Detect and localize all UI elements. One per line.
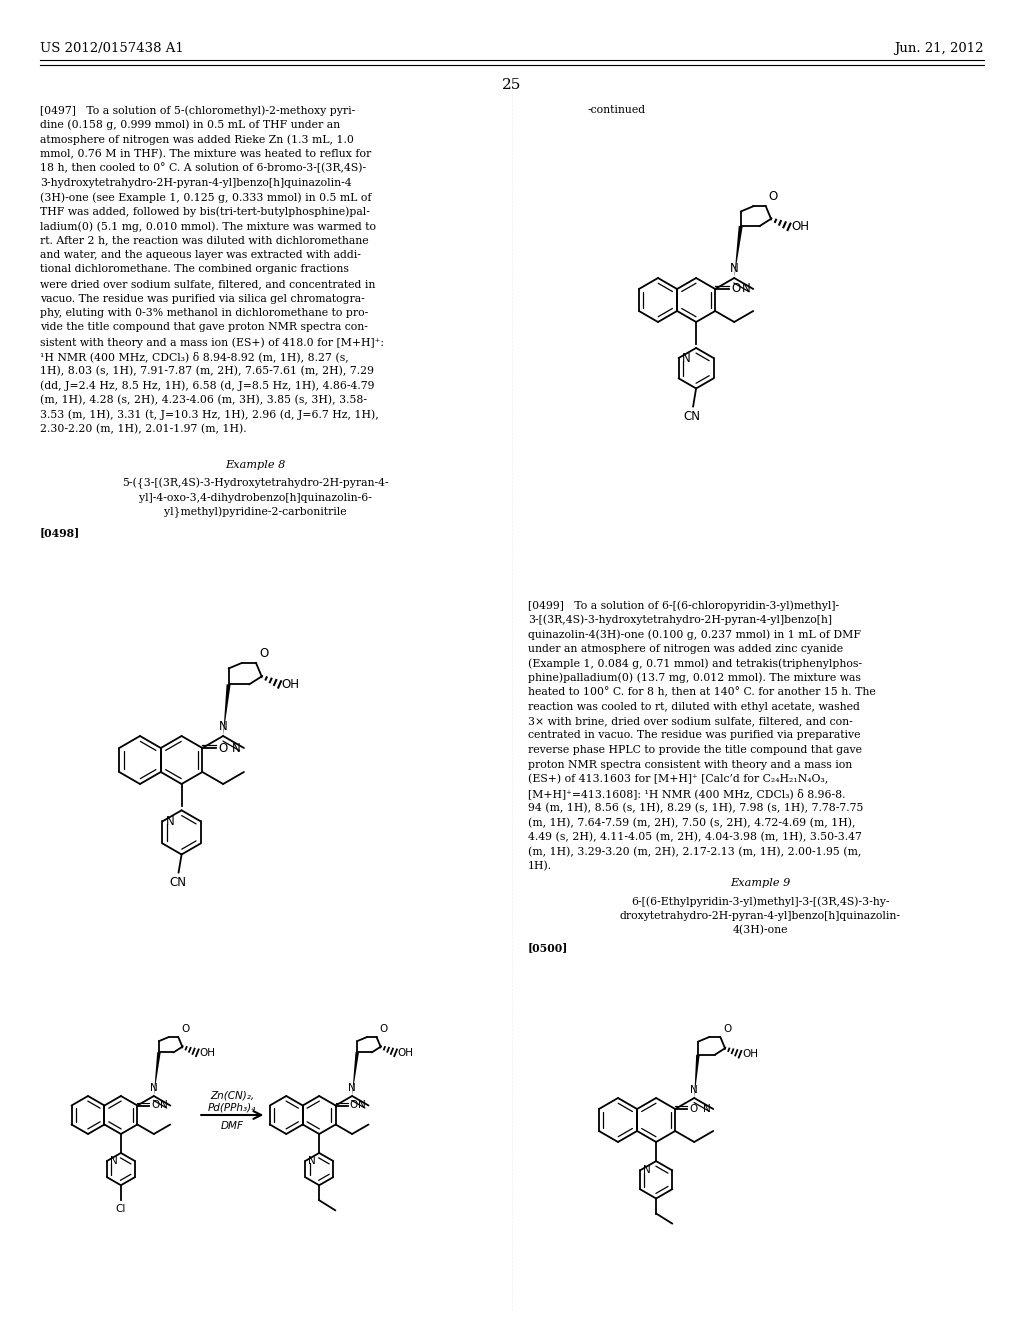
Text: centrated in vacuo. The residue was purified via preparative: centrated in vacuo. The residue was puri… <box>528 730 860 741</box>
Text: N: N <box>682 351 690 364</box>
Text: N: N <box>357 1101 366 1110</box>
Text: vide the title compound that gave proton NMR spectra con-: vide the title compound that gave proton… <box>40 322 368 333</box>
Text: (m, 1H), 3.29-3.20 (m, 2H), 2.17-2.13 (m, 1H), 2.00-1.95 (m,: (m, 1H), 3.29-3.20 (m, 2H), 2.17-2.13 (m… <box>528 846 861 857</box>
Text: US 2012/0157438 A1: US 2012/0157438 A1 <box>40 42 183 55</box>
Text: were dried over sodium sulfate, filtered, and concentrated in: were dried over sodium sulfate, filtered… <box>40 279 376 289</box>
Polygon shape <box>352 1052 359 1096</box>
Text: Pd(PPh₃)₄: Pd(PPh₃)₄ <box>208 1102 256 1111</box>
Text: N: N <box>160 1101 167 1110</box>
Text: 3× with brine, dried over sodium sulfate, filtered, and con-: 3× with brine, dried over sodium sulfate… <box>528 715 853 726</box>
Text: yl}methyl)pyridine-2-carbonitrile: yl}methyl)pyridine-2-carbonitrile <box>164 507 346 519</box>
Text: DMF: DMF <box>221 1121 244 1131</box>
Text: Example 9: Example 9 <box>730 878 791 888</box>
Text: 94 (m, 1H), 8.56 (s, 1H), 8.29 (s, 1H), 7.98 (s, 1H), 7.78-7.75: 94 (m, 1H), 8.56 (s, 1H), 8.29 (s, 1H), … <box>528 803 863 813</box>
Text: N: N <box>741 282 751 296</box>
Text: OH: OH <box>397 1048 414 1057</box>
Text: O: O <box>769 190 778 203</box>
Text: rt. After 2 h, the reaction was diluted with dichloromethane: rt. After 2 h, the reaction was diluted … <box>40 235 369 246</box>
Text: tional dichloromethane. The combined organic fractions: tional dichloromethane. The combined org… <box>40 264 349 275</box>
Text: CN: CN <box>169 876 186 890</box>
Text: dine (0.158 g, 0.999 mmol) in 0.5 mL of THF under an: dine (0.158 g, 0.999 mmol) in 0.5 mL of … <box>40 120 340 131</box>
Text: O: O <box>259 647 268 660</box>
Text: Jun. 21, 2012: Jun. 21, 2012 <box>895 42 984 55</box>
Text: O: O <box>723 1024 731 1034</box>
Text: O: O <box>218 742 227 755</box>
Text: CN: CN <box>684 411 700 424</box>
Text: THF was added, followed by bis(tri-tert-butylphosphine)pal-: THF was added, followed by bis(tri-tert-… <box>40 206 370 216</box>
Text: reaction was cooled to rt, diluted with ethyl acetate, washed: reaction was cooled to rt, diluted with … <box>528 701 860 711</box>
Text: Zn(CN)₂,: Zn(CN)₂, <box>210 1092 254 1101</box>
Text: (m, 1H), 7.64-7.59 (m, 2H), 7.50 (s, 2H), 4.72-4.69 (m, 1H),: (m, 1H), 7.64-7.59 (m, 2H), 7.50 (s, 2H)… <box>528 817 855 828</box>
Text: [M+H]⁺=413.1608]: ¹H NMR (400 MHz, CDCl₃) δ 8.96-8.: [M+H]⁺=413.1608]: ¹H NMR (400 MHz, CDCl₃… <box>528 788 846 800</box>
Text: N: N <box>643 1166 650 1175</box>
Text: OH: OH <box>742 1049 758 1059</box>
Text: and water, and the aqueous layer was extracted with addi-: and water, and the aqueous layer was ext… <box>40 249 360 260</box>
Text: N: N <box>702 1104 711 1114</box>
Text: O: O <box>181 1024 189 1034</box>
Text: OH: OH <box>282 678 300 690</box>
Text: (ES+) of 413.1603 for [M+H]⁺ [Calc’d for C₂₄H₂₁N₄O₃,: (ES+) of 413.1603 for [M+H]⁺ [Calc’d for… <box>528 774 828 784</box>
Text: O: O <box>689 1104 697 1114</box>
Text: OH: OH <box>791 220 809 234</box>
Text: O: O <box>380 1024 388 1034</box>
Text: vacuo. The residue was purified via silica gel chromatogra-: vacuo. The residue was purified via sili… <box>40 293 365 304</box>
Text: 3.53 (m, 1H), 3.31 (t, J=10.3 Hz, 1H), 2.96 (d, J=6.7 Hz, 1H),: 3.53 (m, 1H), 3.31 (t, J=10.3 Hz, 1H), 2… <box>40 409 379 420</box>
Text: N: N <box>166 814 174 828</box>
Text: N: N <box>232 742 241 755</box>
Text: quinazolin-4(3H)-one (0.100 g, 0.237 mmol) in 1 mL of DMF: quinazolin-4(3H)-one (0.100 g, 0.237 mmo… <box>528 630 861 640</box>
Text: OH: OH <box>200 1048 215 1057</box>
Text: (Example 1, 0.084 g, 0.71 mmol) and tetrakis(triphenylphos-: (Example 1, 0.084 g, 0.71 mmol) and tetr… <box>528 657 862 668</box>
Text: ladium(0) (5.1 mg, 0.010 mmol). The mixture was warmed to: ladium(0) (5.1 mg, 0.010 mmol). The mixt… <box>40 220 376 231</box>
Text: (3H)-one (see Example 1, 0.125 g, 0.333 mmol) in 0.5 mL of: (3H)-one (see Example 1, 0.125 g, 0.333 … <box>40 191 372 202</box>
Text: N: N <box>110 1156 118 1166</box>
Text: 6-[(6-Ethylpyridin-3-yl)methyl]-3-[(3R,4S)-3-hy-: 6-[(6-Ethylpyridin-3-yl)methyl]-3-[(3R,4… <box>631 896 889 907</box>
Text: ¹H NMR (400 MHz, CDCl₃) δ 8.94-8.92 (m, 1H), 8.27 (s,: ¹H NMR (400 MHz, CDCl₃) δ 8.94-8.92 (m, … <box>40 351 349 362</box>
Text: [0499]   To a solution of 6-[(6-chloropyridin-3-yl)methyl]-: [0499] To a solution of 6-[(6-chloropyri… <box>528 601 839 611</box>
Text: reverse phase HPLC to provide the title compound that gave: reverse phase HPLC to provide the title … <box>528 744 862 755</box>
Text: sistent with theory and a mass ion (ES+) of 418.0 for [M+H]⁺:: sistent with theory and a mass ion (ES+)… <box>40 337 384 347</box>
Text: Example 8: Example 8 <box>225 459 285 470</box>
Text: 1H).: 1H). <box>528 861 552 871</box>
Polygon shape <box>694 1055 699 1098</box>
Text: N: N <box>730 261 738 275</box>
Text: N: N <box>150 1082 158 1093</box>
Text: N: N <box>348 1082 356 1093</box>
Polygon shape <box>223 684 230 737</box>
Text: O: O <box>731 282 740 296</box>
Text: 1H), 8.03 (s, 1H), 7.91-7.87 (m, 2H), 7.65-7.61 (m, 2H), 7.29: 1H), 8.03 (s, 1H), 7.91-7.87 (m, 2H), 7.… <box>40 366 374 376</box>
Text: O: O <box>349 1101 357 1110</box>
Text: (m, 1H), 4.28 (s, 2H), 4.23-4.06 (m, 3H), 3.85 (s, 3H), 3.58-: (m, 1H), 4.28 (s, 2H), 4.23-4.06 (m, 3H)… <box>40 395 367 405</box>
Text: 5-({3-[(3R,4S)-3-Hydroxytetrahydro-2H-pyran-4-: 5-({3-[(3R,4S)-3-Hydroxytetrahydro-2H-py… <box>122 478 388 490</box>
Polygon shape <box>734 226 742 279</box>
Text: phy, eluting with 0-3% methanol in dichloromethane to pro-: phy, eluting with 0-3% methanol in dichl… <box>40 308 369 318</box>
Text: 4(3H)-one: 4(3H)-one <box>732 925 787 936</box>
Text: 2.30-2.20 (m, 1H), 2.01-1.97 (m, 1H).: 2.30-2.20 (m, 1H), 2.01-1.97 (m, 1H). <box>40 424 247 434</box>
Text: Cl: Cl <box>116 1204 126 1214</box>
Text: 4.49 (s, 2H), 4.11-4.05 (m, 2H), 4.04-3.98 (m, 1H), 3.50-3.47: 4.49 (s, 2H), 4.11-4.05 (m, 2H), 4.04-3.… <box>528 832 862 842</box>
Polygon shape <box>154 1052 161 1096</box>
Text: -continued: -continued <box>588 106 646 115</box>
Text: N: N <box>219 719 227 733</box>
Text: [0500]: [0500] <box>528 942 568 953</box>
Text: atmosphere of nitrogen was added Rieke Zn (1.3 mL, 1.0: atmosphere of nitrogen was added Rieke Z… <box>40 135 354 145</box>
Text: (dd, J=2.4 Hz, 8.5 Hz, 1H), 6.58 (d, J=8.5 Hz, 1H), 4.86-4.79: (dd, J=2.4 Hz, 8.5 Hz, 1H), 6.58 (d, J=8… <box>40 380 375 391</box>
Text: 18 h, then cooled to 0° C. A solution of 6-bromo-3-[(3R,4S)-: 18 h, then cooled to 0° C. A solution of… <box>40 162 367 174</box>
Text: [0497]   To a solution of 5-(chloromethyl)-2-methoxy pyri-: [0497] To a solution of 5-(chloromethyl)… <box>40 106 355 116</box>
Text: droxytetrahydro-2H-pyran-4-yl]benzo[h]quinazolin-: droxytetrahydro-2H-pyran-4-yl]benzo[h]qu… <box>620 911 900 921</box>
Text: proton NMR spectra consistent with theory and a mass ion: proton NMR spectra consistent with theor… <box>528 759 852 770</box>
Text: 3-hydroxytetrahydro-2H-pyran-4-yl]benzo[h]quinazolin-4: 3-hydroxytetrahydro-2H-pyran-4-yl]benzo[… <box>40 177 351 187</box>
Text: mmol, 0.76 M in THF). The mixture was heated to reflux for: mmol, 0.76 M in THF). The mixture was he… <box>40 149 372 158</box>
Text: N: N <box>308 1156 316 1166</box>
Text: yl]-4-oxo-3,4-dihydrobenzo[h]quinazolin-6-: yl]-4-oxo-3,4-dihydrobenzo[h]quinazolin-… <box>138 492 372 503</box>
Text: phine)palladium(0) (13.7 mg, 0.012 mmol). The mixture was: phine)palladium(0) (13.7 mg, 0.012 mmol)… <box>528 672 861 682</box>
Text: under an atmosphere of nitrogen was added zinc cyanide: under an atmosphere of nitrogen was adde… <box>528 644 843 653</box>
Text: 25: 25 <box>503 78 521 92</box>
Text: N: N <box>690 1085 698 1096</box>
Text: O: O <box>152 1101 160 1110</box>
Text: 3-[(3R,4S)-3-hydroxytetrahydro-2H-pyran-4-yl]benzo[h]: 3-[(3R,4S)-3-hydroxytetrahydro-2H-pyran-… <box>528 615 831 626</box>
Text: heated to 100° C. for 8 h, then at 140° C. for another 15 h. The: heated to 100° C. for 8 h, then at 140° … <box>528 686 876 698</box>
Text: [0498]: [0498] <box>40 527 80 539</box>
